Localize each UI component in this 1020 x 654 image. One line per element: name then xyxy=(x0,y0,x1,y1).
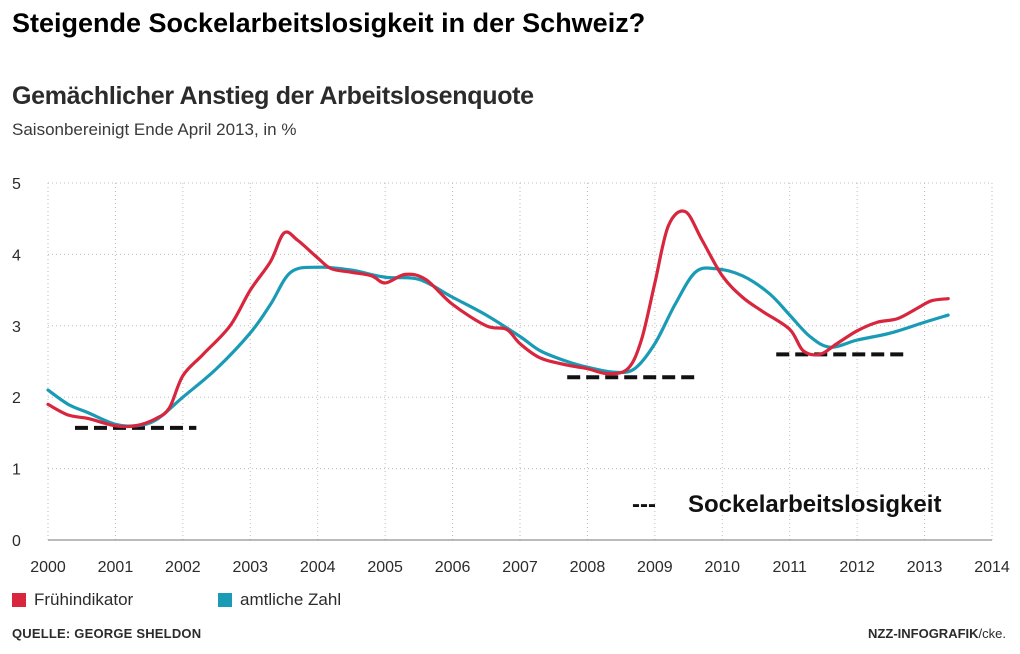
y-tick-label: 2 xyxy=(12,390,21,407)
x-axis: 2000 2001 2002 2003 2004 2005 2006 2007 2008 2009… xyxy=(30,559,1010,576)
y-tick-label: 4 xyxy=(12,247,21,264)
sockel-lines xyxy=(74,352,905,430)
chart-subtitle: Saisonbereinigt Ende April 2013, in % xyxy=(12,120,297,139)
x-tick-label: 2009 xyxy=(637,559,673,576)
legend-swatch-red xyxy=(12,593,26,607)
y-tick-label: 5 xyxy=(12,176,21,193)
x-tick-label: 2012 xyxy=(839,559,875,576)
legend-label-fruehindikator: Frühindikator xyxy=(34,590,134,609)
credit-bold: NZZ-INFOGRAFIK xyxy=(868,626,979,641)
x-tick-label: 2006 xyxy=(435,559,471,576)
headline: Steigende Sockelarbeitslosigkeit in der … xyxy=(12,8,646,38)
legend-swatch-teal xyxy=(218,593,232,607)
series-line-amtliche-zahl xyxy=(46,265,950,428)
x-tick-label: 2008 xyxy=(570,559,606,576)
y-tick-label: 0 xyxy=(12,533,21,550)
x-tick-label: 2014 xyxy=(974,559,1010,576)
legend-item-fruehindikator: Frühindikator xyxy=(12,590,133,610)
x-tick-label: 2001 xyxy=(98,559,134,576)
x-tick-label: 2003 xyxy=(232,559,268,576)
x-tick-label: 2004 xyxy=(300,559,336,576)
source-note: QUELLE: GEORGE SHELDON xyxy=(12,626,202,641)
credit-note: NZZ-INFOGRAFIK/cke. xyxy=(868,626,1006,641)
x-tick-label: 2011 xyxy=(773,559,808,576)
x-tick-label: 2007 xyxy=(502,559,538,576)
series-line-fruehindikator xyxy=(46,209,950,429)
y-tick-label: 1 xyxy=(12,462,21,479)
legend-item-amtliche-zahl: amtliche Zahl xyxy=(218,590,341,610)
x-tick-label: 2010 xyxy=(704,559,740,576)
x-tick-label: 2013 xyxy=(907,559,943,576)
sockel-legend-symbol: --- xyxy=(632,491,656,518)
gridlines xyxy=(47,182,993,541)
series-lines xyxy=(46,209,950,429)
sockel-legend: --- Sockelarbeitslosigkeit xyxy=(632,491,941,518)
y-tick-label: 3 xyxy=(12,319,21,336)
y-axis: 0 1 2 3 4 5 xyxy=(12,176,21,550)
x-tick-label: 2005 xyxy=(367,559,403,576)
x-tick-label: 2000 xyxy=(30,559,66,576)
x-tick-label: 2002 xyxy=(165,559,201,576)
credit-rest: /cke. xyxy=(978,626,1006,641)
chart-title: Gemächlicher Anstieg der Arbeitslosenquo… xyxy=(12,82,534,110)
legend-label-amtliche-zahl: amtliche Zahl xyxy=(240,590,342,609)
sockel-legend-label: Sockelarbeitslosigkeit xyxy=(688,491,941,518)
